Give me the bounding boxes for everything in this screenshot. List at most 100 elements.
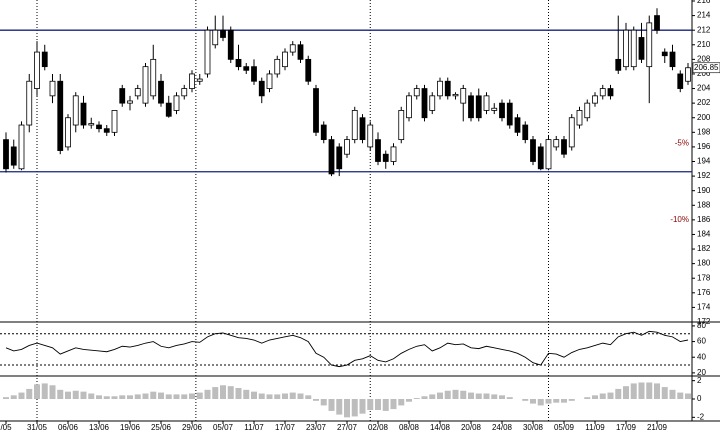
y-tick-label: 182 [697, 244, 711, 253]
candle-body [119, 88, 126, 104]
bar [661, 387, 668, 399]
candle-body [537, 146, 544, 170]
candle-body [677, 73, 684, 89]
bar [677, 392, 684, 399]
candle-body [685, 67, 691, 82]
candle-body [258, 80, 265, 97]
candle-body [49, 80, 56, 97]
candle-body [305, 58, 312, 82]
bar [189, 393, 195, 399]
candle-body [127, 100, 133, 104]
y-tick-label: 180 [697, 259, 711, 268]
bar [96, 395, 102, 399]
bar [382, 399, 389, 411]
candle-body [522, 124, 529, 141]
bar [212, 387, 219, 399]
bar [289, 392, 296, 399]
bar [623, 386, 629, 399]
candle-body [561, 139, 567, 155]
candle-body [80, 102, 87, 126]
candle-body [406, 95, 412, 119]
candle-body [173, 95, 180, 111]
bar [599, 393, 606, 399]
y-tick-label: 176 [697, 288, 711, 297]
x-tick-label: 17/07 [275, 423, 296, 432]
candle-body [584, 102, 591, 119]
y-tick-label: 60 [697, 337, 706, 346]
bar [452, 389, 459, 399]
y-tick-label: 172 [697, 317, 711, 326]
bar [506, 397, 513, 399]
candle-body [514, 117, 521, 133]
bar [243, 389, 250, 399]
bar [18, 392, 25, 399]
candle-body [576, 110, 583, 126]
bar [204, 389, 211, 399]
bar [220, 385, 226, 399]
bar [134, 394, 141, 399]
candle-body [282, 51, 288, 68]
bar [344, 399, 350, 418]
x-tick-label: 11/07 [244, 423, 264, 432]
bar [313, 399, 319, 401]
candle-body [437, 80, 443, 97]
y-tick-label: 80 [697, 321, 706, 330]
bar [119, 395, 126, 399]
candle-body [623, 29, 629, 68]
bar [615, 388, 622, 399]
candle-body [491, 107, 498, 111]
candle-body [235, 58, 242, 68]
bar [491, 394, 498, 399]
y-tick-label: 212 [697, 25, 711, 34]
x-tick-label: /05 [0, 423, 12, 432]
candle-body [615, 58, 622, 71]
candle-body [297, 44, 304, 60]
bar [282, 393, 288, 399]
y-tick-label: 20 [697, 368, 706, 377]
bar [351, 399, 358, 417]
candle-body [266, 73, 273, 89]
bar [475, 393, 482, 399]
bar [320, 399, 327, 406]
candle-body [344, 139, 350, 155]
y-tick-label: 178 [697, 273, 711, 282]
candle-body [483, 95, 490, 111]
candle-body [3, 139, 9, 170]
candle-body [661, 51, 668, 57]
bar [406, 399, 412, 402]
candle-body [313, 88, 319, 133]
candle-body [10, 146, 17, 166]
candle-body [359, 117, 366, 141]
bar [522, 399, 529, 401]
candle-body [274, 58, 281, 75]
candle-body [638, 37, 645, 60]
bar [530, 399, 536, 404]
y-tick-label: 196 [697, 142, 711, 151]
candle-body [351, 110, 358, 141]
candle-body [96, 124, 102, 130]
x-tick-label: 31/05 [27, 423, 48, 432]
bar [26, 388, 33, 399]
bar [437, 392, 443, 399]
candle-body [57, 80, 64, 151]
y-tick-label: 188 [697, 200, 711, 209]
candle-body [243, 66, 250, 71]
annotation: -5% [675, 138, 689, 147]
bar [227, 386, 234, 399]
bar [584, 397, 591, 399]
candle-body [599, 88, 606, 97]
x-tick-label: 06/06 [58, 423, 79, 432]
candle-body [189, 73, 195, 89]
bar [685, 393, 691, 399]
bar [429, 394, 436, 399]
bar [173, 394, 180, 399]
y-tick-label: 210 [697, 40, 711, 49]
bar [57, 389, 64, 399]
candle-body [375, 139, 381, 162]
x-tick-label: 25/06 [151, 423, 172, 432]
x-tick-label: 08/08 [399, 423, 420, 432]
candle-body [607, 88, 614, 97]
y-tick-label: 190 [697, 186, 711, 195]
candle-body [568, 117, 575, 148]
